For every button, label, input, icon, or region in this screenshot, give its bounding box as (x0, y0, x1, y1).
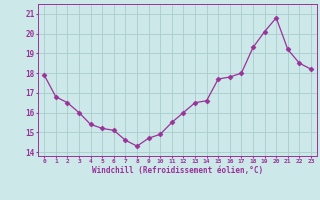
X-axis label: Windchill (Refroidissement éolien,°C): Windchill (Refroidissement éolien,°C) (92, 166, 263, 175)
